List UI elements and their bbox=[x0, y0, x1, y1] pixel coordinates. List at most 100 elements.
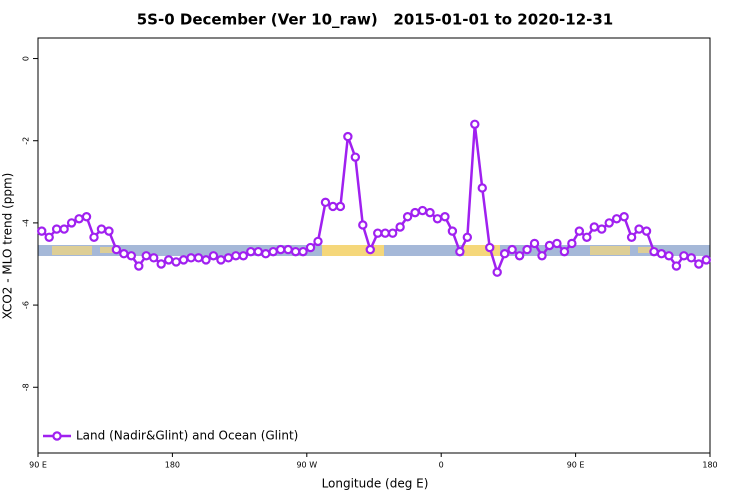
data-point bbox=[447, 226, 458, 236]
data-point bbox=[499, 249, 510, 259]
data-point bbox=[544, 240, 555, 251]
data-point bbox=[335, 201, 346, 212]
data-point bbox=[686, 253, 697, 263]
data-point bbox=[417, 205, 428, 216]
land-patch bbox=[638, 247, 656, 253]
data-point bbox=[149, 253, 159, 263]
x-tick-label: 90 E bbox=[567, 461, 585, 470]
data-point bbox=[261, 249, 271, 259]
data-point bbox=[193, 253, 204, 263]
data-point bbox=[402, 212, 413, 222]
land-patch bbox=[322, 245, 384, 256]
data-point bbox=[462, 232, 473, 242]
data-point bbox=[134, 261, 144, 271]
data-point bbox=[119, 249, 129, 259]
data-point bbox=[59, 224, 69, 234]
data-point bbox=[679, 251, 689, 261]
data-point bbox=[522, 244, 532, 255]
data-point bbox=[641, 226, 652, 236]
data-point bbox=[275, 244, 286, 255]
chart-title: 5S-0 December (Ver 10_raw) 2015-01-01 to… bbox=[137, 11, 614, 29]
data-point bbox=[477, 183, 487, 193]
data-point bbox=[567, 238, 577, 249]
data-point bbox=[395, 222, 405, 232]
data-point bbox=[171, 257, 181, 267]
data-point bbox=[350, 152, 361, 162]
y-tick-label: 0 bbox=[22, 56, 31, 61]
data-point bbox=[313, 236, 323, 247]
data-point bbox=[470, 119, 480, 129]
data-point bbox=[619, 212, 629, 222]
data-point bbox=[74, 214, 84, 224]
y-tick-label: -4 bbox=[22, 219, 31, 227]
data-point bbox=[178, 255, 189, 265]
y-tick-label: -6 bbox=[22, 301, 31, 309]
data-point bbox=[380, 228, 390, 238]
data-point bbox=[589, 222, 599, 232]
data-point bbox=[425, 207, 435, 218]
data-point bbox=[186, 253, 196, 263]
x-tick-label: 0 bbox=[439, 461, 444, 470]
data-point bbox=[649, 246, 659, 257]
data-point bbox=[664, 251, 674, 261]
data-point bbox=[365, 244, 375, 255]
data-point bbox=[611, 214, 622, 224]
data-point bbox=[246, 246, 256, 257]
data-point bbox=[328, 201, 338, 212]
data-point bbox=[223, 253, 234, 263]
y-tick-label: -8 bbox=[22, 383, 31, 391]
data-point bbox=[201, 255, 211, 265]
data-point bbox=[89, 232, 99, 242]
data-point bbox=[81, 212, 92, 222]
data-point bbox=[455, 246, 465, 257]
land-patch bbox=[52, 246, 92, 255]
data-point bbox=[597, 224, 607, 234]
land-patch bbox=[464, 245, 500, 256]
data-point bbox=[387, 228, 398, 238]
plot-frame bbox=[37, 37, 711, 454]
x-tick-label: 90 W bbox=[296, 461, 317, 470]
y-tick-label: -2 bbox=[22, 137, 31, 145]
data-point bbox=[582, 232, 592, 242]
data-point bbox=[574, 226, 585, 236]
data-point bbox=[671, 261, 682, 271]
legend-marker bbox=[52, 431, 62, 441]
data-point bbox=[268, 246, 278, 257]
data-point bbox=[305, 242, 316, 253]
data-point bbox=[358, 220, 368, 230]
legend-label: Land (Nadir&Glint) and Ocean (Glint) bbox=[76, 429, 298, 443]
data-point bbox=[111, 244, 122, 255]
land-patch bbox=[100, 247, 118, 253]
data-point bbox=[343, 131, 353, 142]
data-point bbox=[485, 242, 495, 253]
x-tick-label: 180 bbox=[165, 461, 180, 470]
data-point bbox=[373, 228, 383, 238]
data-point bbox=[440, 212, 450, 222]
data-point bbox=[432, 214, 443, 224]
data-point bbox=[290, 246, 301, 257]
data-point bbox=[231, 251, 241, 261]
y-axis-title: XCO2 - MLO trend (ppm) bbox=[1, 173, 15, 320]
x-tick-label: 90 E bbox=[29, 461, 47, 470]
data-point bbox=[104, 226, 114, 236]
data-point bbox=[410, 207, 420, 218]
land-patch bbox=[590, 246, 630, 255]
data-point bbox=[694, 259, 704, 269]
data-point bbox=[163, 255, 174, 265]
data-point bbox=[320, 197, 331, 208]
data-point bbox=[216, 255, 226, 265]
data-point bbox=[529, 238, 540, 249]
data-point bbox=[552, 238, 562, 249]
data-point bbox=[604, 218, 614, 228]
data-point bbox=[626, 232, 637, 242]
data-point bbox=[514, 251, 525, 261]
data-point bbox=[37, 226, 47, 236]
data-point bbox=[51, 224, 62, 234]
data-point bbox=[537, 251, 547, 261]
data-point bbox=[283, 244, 293, 255]
data-point bbox=[253, 246, 263, 257]
data-point bbox=[656, 249, 667, 259]
data-point bbox=[96, 224, 107, 234]
data-point bbox=[559, 246, 570, 257]
